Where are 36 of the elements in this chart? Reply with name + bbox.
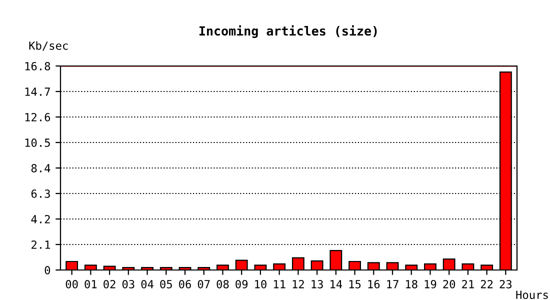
y-tick-label: 0 bbox=[44, 266, 50, 274]
x-tick-label: 07 bbox=[198, 280, 210, 288]
x-tick-label: 14 bbox=[330, 280, 342, 288]
x-tick-label: 18 bbox=[406, 280, 418, 288]
x-tick-label: 11 bbox=[274, 280, 286, 288]
x-tick-label: 03 bbox=[122, 280, 134, 288]
x-tick-label: 09 bbox=[236, 280, 248, 288]
x-tick-label: 21 bbox=[462, 280, 474, 288]
y-tick-label: 6.3 bbox=[31, 190, 50, 198]
y-tick-label: 14.7 bbox=[25, 88, 50, 96]
x-tick-label: 00 bbox=[66, 280, 78, 288]
y-axis-title: Kb/sec bbox=[29, 41, 68, 51]
x-tick-label: 17 bbox=[387, 280, 398, 288]
y-tick-label: 10.5 bbox=[25, 138, 50, 147]
x-tick-label: 13 bbox=[312, 280, 323, 288]
x-tick-label: 04 bbox=[141, 280, 154, 288]
x-tick-label: 20 bbox=[443, 280, 456, 288]
x-tick-label: 05 bbox=[160, 280, 172, 288]
x-tick-label: 08 bbox=[216, 280, 229, 288]
y-tick-label: 4.2 bbox=[31, 215, 50, 224]
y-tick-label: 8.4 bbox=[31, 164, 50, 172]
y-tick-label: 12.6 bbox=[25, 113, 50, 122]
chart-title: Incoming articles (size) bbox=[199, 25, 377, 38]
x-tick-label: 15 bbox=[349, 280, 361, 288]
x-axis-title: Hours bbox=[516, 290, 548, 300]
y-tick-label: 2.1 bbox=[32, 240, 50, 249]
x-tick-label: 12 bbox=[292, 280, 304, 288]
x-tick-label: 16 bbox=[368, 280, 380, 288]
x-tick-label: 01 bbox=[84, 280, 97, 288]
y-tick-label: 16.8 bbox=[25, 62, 50, 70]
x-tick-label: 23 bbox=[500, 280, 512, 288]
x-tick-label: 19 bbox=[424, 280, 436, 288]
x-tick-label: 10 bbox=[255, 280, 266, 288]
x-tick-label: 22 bbox=[480, 280, 493, 288]
x-tick-label: 02 bbox=[104, 280, 116, 288]
x-tick-label: 06 bbox=[179, 280, 191, 288]
